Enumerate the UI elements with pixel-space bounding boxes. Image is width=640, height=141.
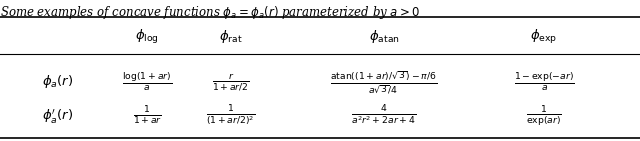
Text: $\frac{\mathrm{atan}((1+ar)/\sqrt{3})-\pi/6}{a\sqrt{3}/4}$: $\frac{\mathrm{atan}((1+ar)/\sqrt{3})-\p… xyxy=(330,69,438,95)
Text: $\phi_{\mathrm{log}}$: $\phi_{\mathrm{log}}$ xyxy=(135,28,159,46)
Text: $\frac{\log(1+ar)}{a}$: $\frac{\log(1+ar)}{a}$ xyxy=(122,71,172,93)
Text: $\frac{1}{\exp(ar)}$: $\frac{1}{\exp(ar)}$ xyxy=(526,103,562,128)
Text: $\frac{4}{a^2r^2+2ar+4}$: $\frac{4}{a^2r^2+2ar+4}$ xyxy=(351,104,417,127)
Text: $\phi_{\mathrm{rat}}$: $\phi_{\mathrm{rat}}$ xyxy=(218,28,243,45)
Text: $\frac{1}{1+ar}$: $\frac{1}{1+ar}$ xyxy=(132,105,162,127)
Text: $\phi_{\mathrm{exp}}$: $\phi_{\mathrm{exp}}$ xyxy=(531,28,557,46)
Text: $\frac{r}{1+ar/2}$: $\frac{r}{1+ar/2}$ xyxy=(212,72,249,92)
Text: $\phi_{\mathrm{atan}}$: $\phi_{\mathrm{atan}}$ xyxy=(369,28,399,45)
Text: $\phi_a^{\prime}(r)$: $\phi_a^{\prime}(r)$ xyxy=(42,107,74,125)
Text: $\frac{1-\exp(-ar)}{a}$: $\frac{1-\exp(-ar)}{a}$ xyxy=(513,71,575,93)
Text: $\phi_a(r)$: $\phi_a(r)$ xyxy=(42,73,74,90)
Text: Some examples of concave functions $\phi_a=\phi_a(r)$ parameterized by $a>0$: Some examples of concave functions $\phi… xyxy=(0,4,420,21)
Text: $\frac{1}{(1+ar/2)^2}$: $\frac{1}{(1+ar/2)^2}$ xyxy=(206,103,255,128)
